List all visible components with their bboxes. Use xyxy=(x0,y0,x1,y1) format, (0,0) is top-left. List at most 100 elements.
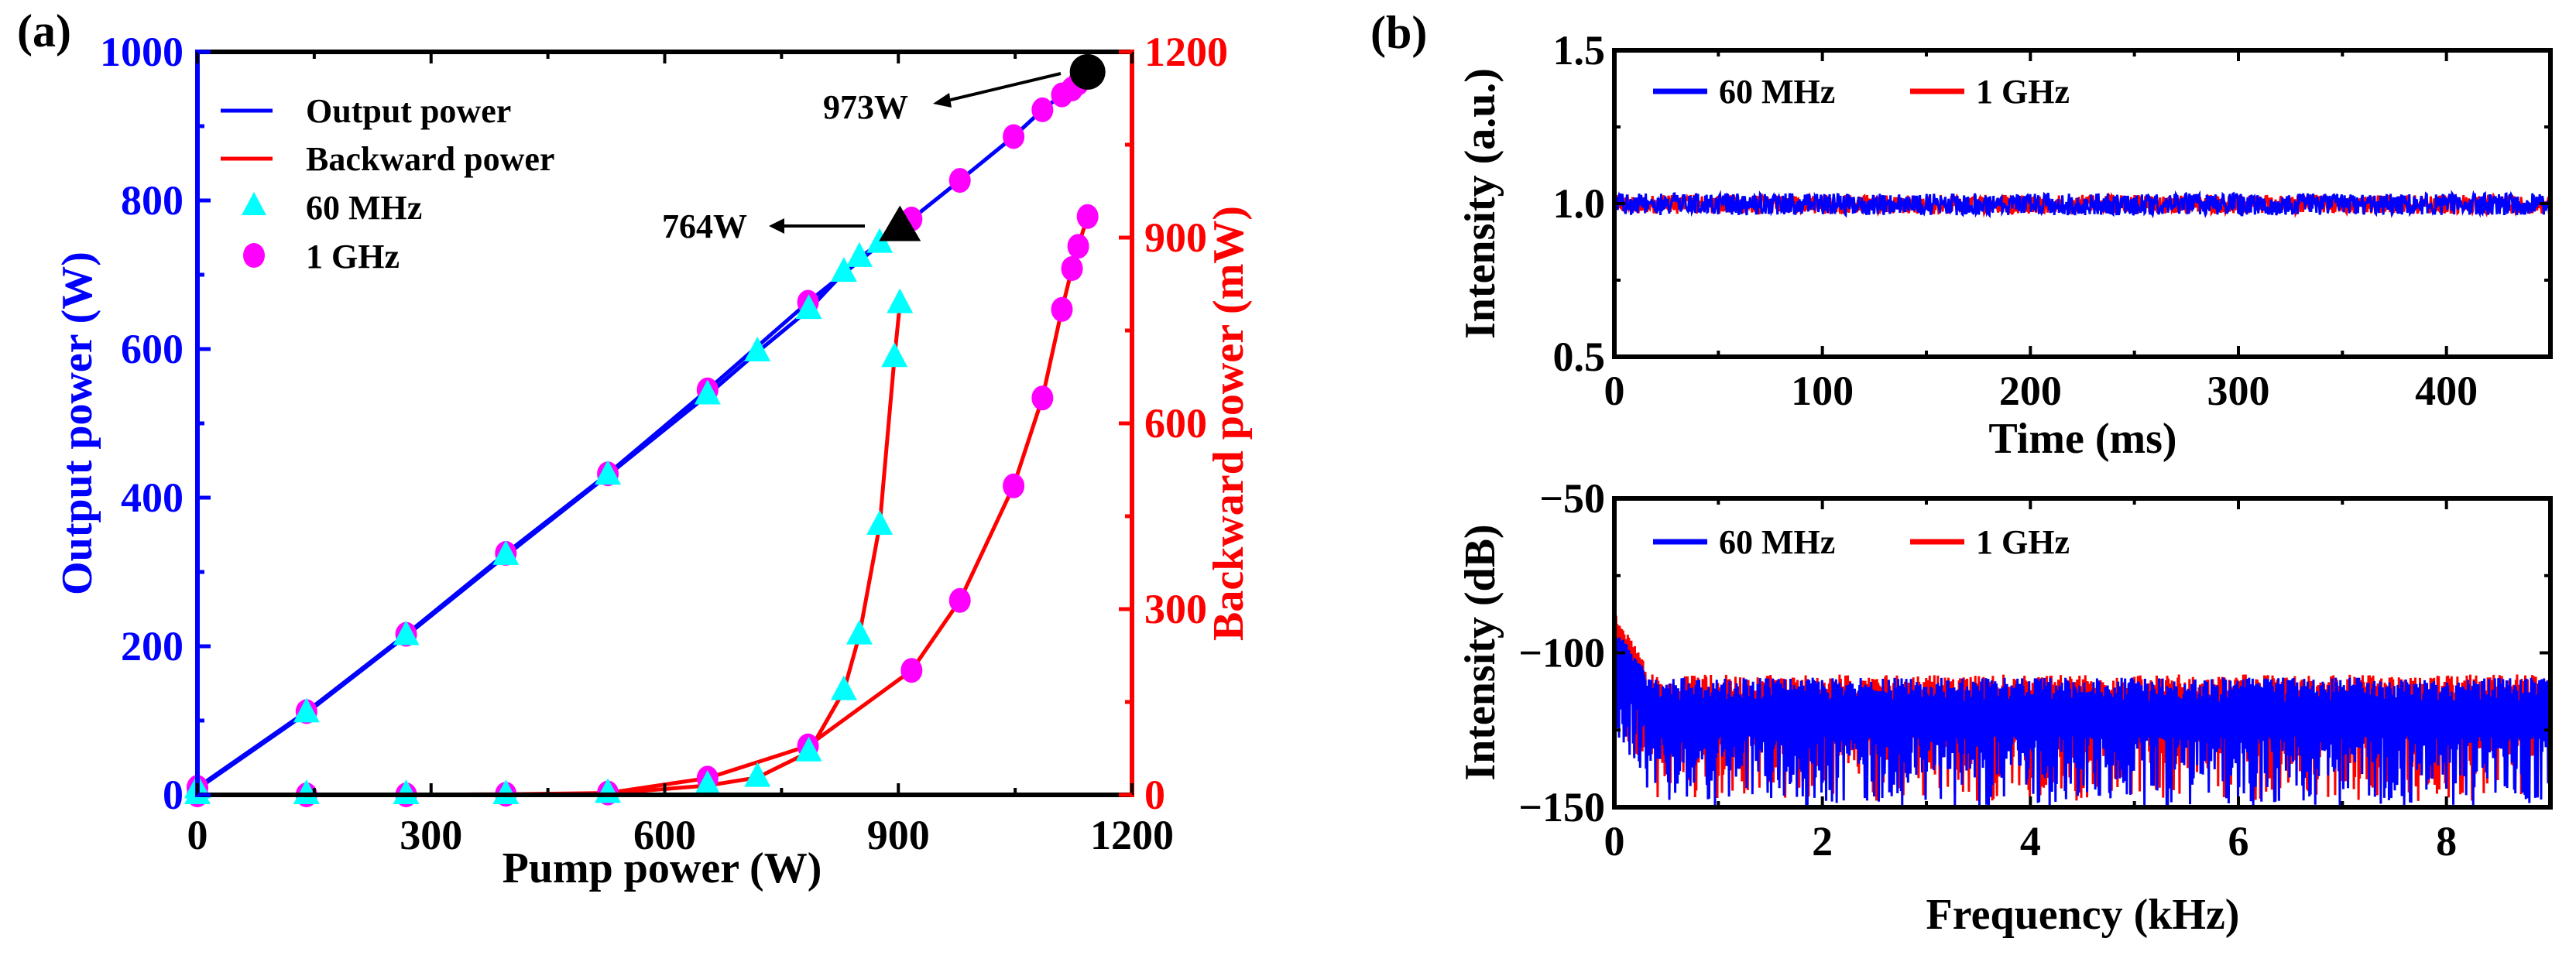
legend-label-1ghz: 1 GHz xyxy=(1976,73,2070,111)
arrowhead-764w xyxy=(769,218,784,234)
x-tick-label: 0 xyxy=(1604,368,1625,414)
highlight-max-60mhz xyxy=(879,205,921,241)
point-60mhz-backward xyxy=(393,779,420,804)
y-tick-label: 1.5 xyxy=(1553,27,1606,74)
point-60mhz-backward xyxy=(866,510,894,535)
y-tick-label: −100 xyxy=(1518,630,1605,676)
panel-label-b: (b) xyxy=(1370,7,1427,58)
point-60mhz-output xyxy=(830,257,857,282)
legend-circle-marker xyxy=(243,243,265,268)
chart-b-top-legend: 60 MHz 1 GHz xyxy=(1653,73,2070,111)
point-60mhz-backward xyxy=(694,770,721,795)
point-60mhz-backward xyxy=(830,675,857,700)
point-1ghz-backward xyxy=(1076,204,1099,229)
chart-a-axes: 0 300 600 900 120002004006008001000030060090… xyxy=(100,29,1228,858)
point-60mhz-output xyxy=(393,620,420,645)
x-tick-label: 300 xyxy=(400,812,462,858)
legend-triangle-marker xyxy=(242,192,266,215)
point-60mhz-output xyxy=(846,241,873,267)
point-60mhz-backward xyxy=(887,288,914,313)
point-60mhz-backward xyxy=(744,762,771,787)
chart-b-time-domain: 0 100 200 300 400 0.5 1.0 1.5 Time (ms) Intensi… xyxy=(1456,27,2553,463)
point-60mhz-backward xyxy=(795,736,822,762)
annotation-arrows xyxy=(769,72,1062,234)
chart-b-bottom-marks xyxy=(1613,615,2552,807)
point-60mhz-output xyxy=(694,379,721,405)
x-tick-label: 0 xyxy=(187,812,208,858)
highlight-max-1ghz xyxy=(1069,53,1106,90)
chart-b-frequency-domain: 0 2 4 6 8 −150 −100 −50 Frequency (kHz) Intensi… xyxy=(1456,475,2553,939)
y-tick-label: 0.5 xyxy=(1553,334,1606,380)
y-tick-label-left: 800 xyxy=(121,177,184,224)
y-tick-label-left: 400 xyxy=(121,474,184,521)
chart-a-ylabel: Output power (W) xyxy=(53,252,101,595)
y-tick-label-right: 0 xyxy=(1144,772,1165,818)
legend-label-output: Output power xyxy=(306,92,511,130)
point-60mhz-output xyxy=(795,294,822,320)
point-60mhz-output xyxy=(595,460,622,485)
chart-a-xlabel: Pump power (W) xyxy=(503,844,822,892)
x-tick-label: 200 xyxy=(1999,368,2062,414)
chart-b-top-axes: 0 100 200 300 400 0.5 1.0 1.5 xyxy=(1553,27,2553,414)
y-tick-label-left: 1000 xyxy=(100,29,184,75)
y-tick-label: −150 xyxy=(1518,784,1605,830)
point-1ghz-backward xyxy=(1061,256,1083,281)
chart-b-top-ylabel: Intensity (a.u.) xyxy=(1456,68,1504,339)
chart-b-bottom-xlabel: Frequency (kHz) xyxy=(1926,891,2240,939)
trace-60mhz xyxy=(1613,190,2552,219)
arrow-973w xyxy=(940,72,1062,104)
chart-b-bottom-ylabel: Intensity (dB) xyxy=(1456,524,1504,780)
x-tick-label: 6 xyxy=(2228,818,2249,865)
legend-label-1ghz: 1 GHz xyxy=(1976,523,2070,561)
y-tick-label-left: 600 xyxy=(121,326,184,372)
legend-label-1ghz: 1 GHz xyxy=(306,238,400,276)
point-60mhz-output xyxy=(293,697,320,723)
trace-60mhz xyxy=(1613,637,2552,807)
y-tick-label-right: 900 xyxy=(1144,214,1207,261)
x-tick-label: 400 xyxy=(2415,368,2478,414)
x-tick-label: 8 xyxy=(2436,818,2457,865)
chart-b-bottom-axes: 0 2 4 6 8 −150 −100 −50 xyxy=(1518,475,2553,865)
legend-label-backward: Backward power xyxy=(306,140,554,178)
y-tick-label-left: 200 xyxy=(121,623,184,669)
point-60mhz-backward xyxy=(846,619,873,645)
chart-b-bottom-legend: 60 MHz 1 GHz xyxy=(1653,523,2070,561)
point-1ghz-backward xyxy=(948,587,971,613)
y-tick-label-right: 1200 xyxy=(1144,29,1228,75)
point-1ghz-backward xyxy=(1031,385,1054,411)
point-60mhz-backward xyxy=(492,779,520,804)
point-1ghz-output xyxy=(1003,124,1025,149)
annotation-764w: 764W xyxy=(662,207,747,245)
x-tick-label: 1200 xyxy=(1090,812,1174,858)
x-tick-label: 100 xyxy=(1791,368,1854,414)
y-tick-label-left: 0 xyxy=(163,772,184,818)
chart-a-legend: Output power Backward power 60 MHz 1 GHz xyxy=(221,92,554,276)
x-tick-label: 2 xyxy=(1812,818,1833,865)
y-tick-label: −50 xyxy=(1539,475,1605,522)
point-1ghz-output xyxy=(948,168,971,193)
arrowhead-973w xyxy=(933,93,952,108)
backward-line-1ghz xyxy=(197,216,1090,797)
chart-a-pump-vs-output: 0 300 600 900 120002004006008001000030060090… xyxy=(53,29,1253,892)
panel-label-a: (a) xyxy=(17,5,71,56)
x-tick-label: 300 xyxy=(2207,368,2270,414)
x-tick-label: 900 xyxy=(867,812,930,858)
y-tick-label: 1.0 xyxy=(1553,180,1606,227)
point-60mhz-backward xyxy=(881,342,908,368)
point-1ghz-output xyxy=(1031,97,1054,122)
x-tick-label: 600 xyxy=(633,812,696,858)
y-tick-label-right: 300 xyxy=(1144,586,1207,632)
point-1ghz-backward xyxy=(1051,296,1073,322)
point-60mhz-output xyxy=(744,336,771,361)
annotation-973w: 973W xyxy=(823,88,908,126)
x-tick-label: 0 xyxy=(1604,818,1625,865)
legend-label-60mhz: 60 MHz xyxy=(306,189,422,227)
legend-label-60mhz: 60 MHz xyxy=(1719,523,1835,561)
legend-label-60mhz: 60 MHz xyxy=(1719,73,1835,111)
x-tick-label: 4 xyxy=(2020,818,2041,865)
point-1ghz-backward xyxy=(1067,234,1089,259)
point-60mhz-output xyxy=(492,539,520,565)
point-1ghz-backward xyxy=(900,658,923,683)
point-1ghz-backward xyxy=(1003,473,1025,498)
